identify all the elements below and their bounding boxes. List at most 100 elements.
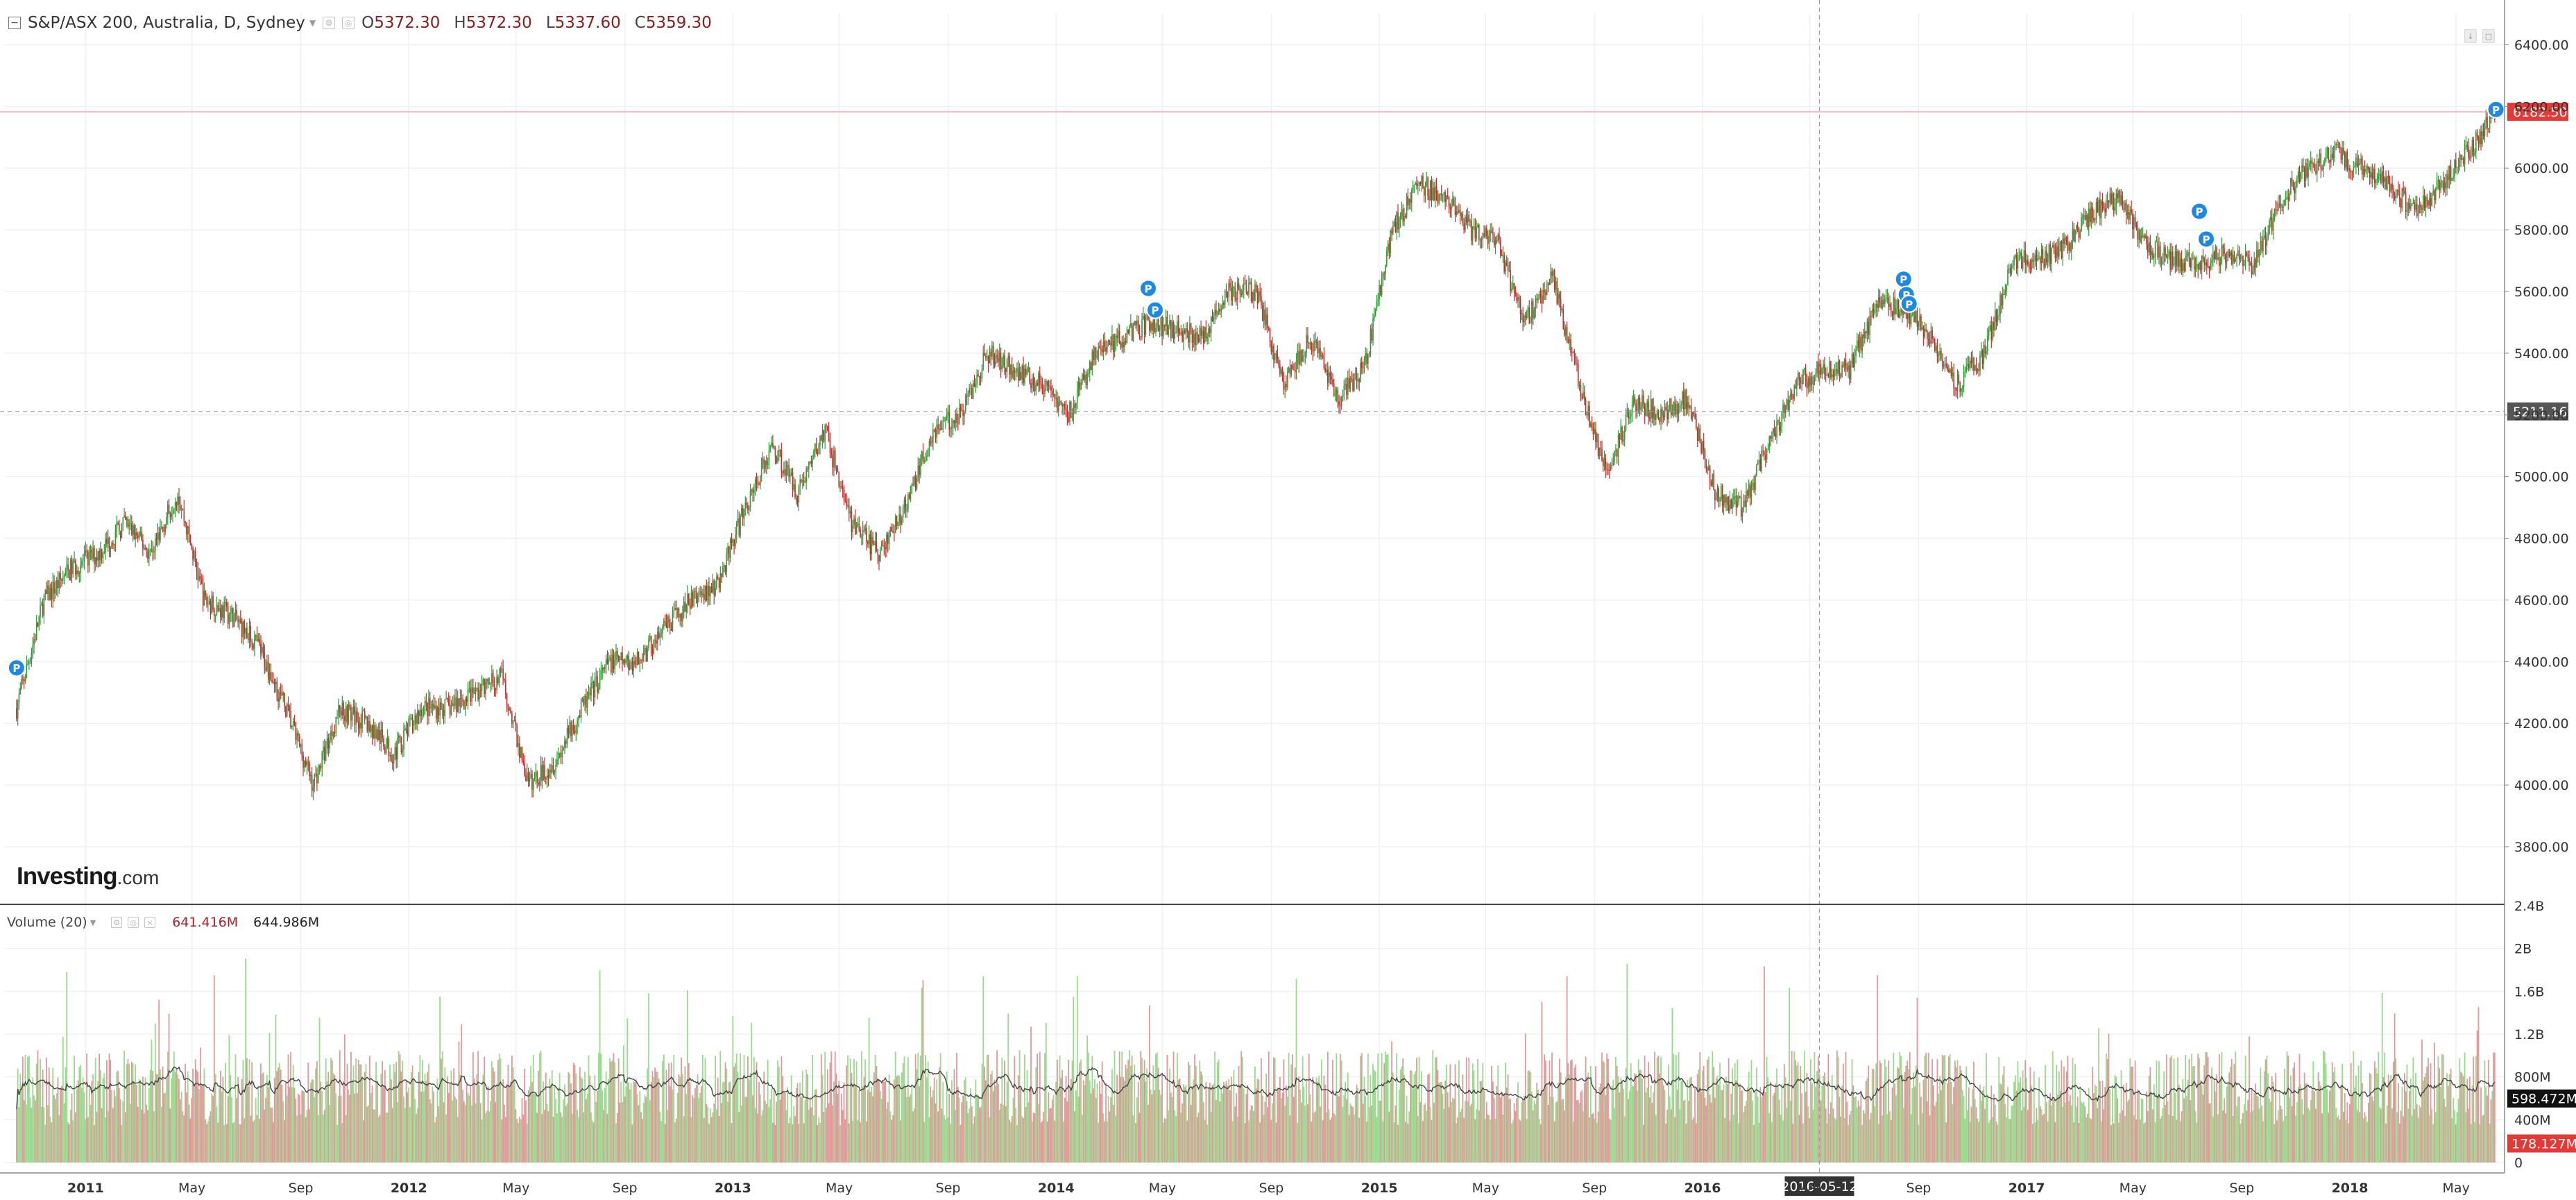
volume-bar xyxy=(638,1105,640,1163)
candle-body xyxy=(908,494,910,499)
candle-body xyxy=(1930,330,1932,344)
candle-body xyxy=(973,383,975,387)
volume-bar xyxy=(457,1117,459,1163)
volume-bar xyxy=(1120,1076,1122,1163)
candle-body xyxy=(1592,428,1594,434)
candle-body xyxy=(793,484,795,490)
candle-body xyxy=(882,545,884,546)
volume-bar xyxy=(561,1117,563,1163)
candle-body xyxy=(292,720,294,726)
candle-body xyxy=(896,516,898,527)
candle-body xyxy=(823,430,825,442)
volume-bar xyxy=(369,1056,370,1163)
volume-bar xyxy=(882,1081,884,1163)
candle-body xyxy=(1256,291,1259,303)
volume-bar xyxy=(1074,1110,1076,1163)
volume-bar xyxy=(936,1079,938,1163)
volume-bar xyxy=(731,1122,733,1163)
candle-body xyxy=(1678,409,1680,414)
candle-body xyxy=(220,608,221,618)
volume-bar xyxy=(257,1087,259,1163)
candle-body xyxy=(1410,198,1411,203)
candle-body xyxy=(1626,409,1628,415)
candle-body xyxy=(2442,180,2444,190)
candle-body xyxy=(590,682,592,695)
volume-bar xyxy=(950,1080,953,1163)
volume-bar xyxy=(87,1117,89,1163)
candle-body xyxy=(1630,413,1632,417)
volume-bar xyxy=(1201,1074,1203,1163)
volume-bar xyxy=(1236,1093,1237,1163)
candle-body xyxy=(805,468,807,482)
candle-body xyxy=(1776,421,1777,438)
volume-bar xyxy=(616,1113,618,1163)
candle-body xyxy=(2093,217,2095,221)
volume-bar xyxy=(823,1111,825,1163)
candle-body xyxy=(1292,364,1293,369)
volume-bar xyxy=(127,1058,129,1163)
candle-body xyxy=(141,532,142,540)
candle-body xyxy=(194,550,195,559)
candle-body xyxy=(2230,252,2231,257)
volume-bar xyxy=(639,1091,641,1163)
candle-body xyxy=(828,430,830,441)
candle-body xyxy=(1249,281,1251,284)
candle-body xyxy=(278,698,279,702)
candle-body xyxy=(2146,235,2147,244)
candle-body xyxy=(1648,401,1649,418)
volume-bar xyxy=(978,1095,979,1163)
volume-bar xyxy=(80,1065,82,1163)
volume-bar xyxy=(1208,1087,1209,1163)
volume-bar xyxy=(799,1082,801,1163)
volume-bar xyxy=(158,999,160,1163)
volume-bar xyxy=(996,1050,998,1163)
candle-body xyxy=(644,648,646,653)
candle-body xyxy=(2375,180,2377,184)
volume-bar xyxy=(1163,1122,1164,1163)
volume-bar xyxy=(849,1058,851,1163)
candle-body xyxy=(2462,158,2463,160)
candle-body xyxy=(2373,169,2374,179)
candle-body xyxy=(2473,140,2475,155)
volume-bar xyxy=(952,1094,954,1163)
volume-bar xyxy=(970,1088,971,1163)
candle-body xyxy=(1721,485,1722,499)
candle-body xyxy=(1831,374,1833,378)
candle-body xyxy=(316,773,318,784)
volume-bar xyxy=(320,1081,322,1163)
volume-bar xyxy=(807,1074,808,1163)
candle-body xyxy=(1990,325,1993,339)
candle-body xyxy=(1382,273,1384,278)
volume-bar xyxy=(227,1096,229,1163)
candle-body xyxy=(560,752,562,757)
candle-body xyxy=(669,622,671,629)
candle-body xyxy=(853,518,855,525)
volume-bar xyxy=(293,1088,296,1163)
candle-body xyxy=(682,613,683,621)
candle-body xyxy=(1346,383,1347,396)
volume-bar xyxy=(180,1091,182,1163)
candle-body xyxy=(2263,235,2265,238)
volume-bar xyxy=(710,1117,713,1163)
candle-body xyxy=(2149,242,2151,255)
candle-body xyxy=(1003,355,1004,366)
volume-bar xyxy=(1261,1058,1262,1163)
candle-body xyxy=(2219,260,2221,266)
candle-body xyxy=(1570,339,1571,353)
candle-body xyxy=(1220,309,1222,312)
volume-bar xyxy=(391,1108,393,1163)
volume-bar xyxy=(565,1106,567,1163)
candle-body xyxy=(1315,341,1317,343)
candle-body xyxy=(1553,270,1554,276)
volume-bar xyxy=(424,1074,426,1163)
candle-body xyxy=(96,557,98,561)
candle-body xyxy=(1580,384,1582,397)
volume-bar xyxy=(62,1036,64,1163)
candle-body xyxy=(782,471,783,474)
candle-body xyxy=(94,548,95,564)
volume-bar xyxy=(1194,1054,1195,1163)
candle-body xyxy=(864,527,867,531)
volume-bar xyxy=(757,1113,759,1163)
candle-body xyxy=(2034,254,2036,261)
